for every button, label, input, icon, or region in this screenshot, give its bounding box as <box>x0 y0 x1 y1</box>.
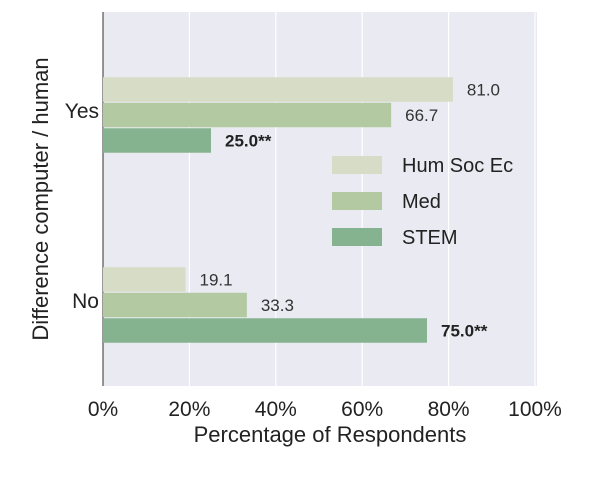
x-tick-label: 80% <box>428 398 470 421</box>
x-tick-label: 60% <box>341 398 383 421</box>
x-axis-title: Percentage of Respondents <box>194 422 467 447</box>
bar <box>103 102 392 128</box>
bar-value-label: 66.7 <box>405 106 438 125</box>
x-tick-label: 20% <box>168 398 210 421</box>
bars <box>103 77 453 343</box>
y-tick-label: No <box>72 290 99 313</box>
legend: Hum Soc Ec Med STEM <box>332 155 513 249</box>
legend-label: Hum Soc Ec <box>402 155 513 177</box>
x-tick-label: 0% <box>88 398 118 421</box>
bar <box>103 128 211 153</box>
bar <box>103 267 186 292</box>
x-tick-label: 40% <box>255 398 297 421</box>
bar-value-label: 81.0 <box>467 81 500 100</box>
bar <box>103 292 247 318</box>
bar-labels: 81.0 19.1 66.7 33.3 25.0** 75.0** <box>200 81 501 341</box>
bar-value-label: 25.0** <box>225 132 272 151</box>
bar-value-label: 19.1 <box>200 271 233 290</box>
x-tick-labels: 0% 20% 40% 60% 80% 100% <box>88 398 562 421</box>
legend-label: STEM <box>402 227 458 249</box>
x-tick-label: 100% <box>508 398 562 421</box>
legend-label: Med <box>402 191 441 213</box>
y-tick-labels: Yes No <box>65 100 99 313</box>
legend-swatch <box>332 156 382 174</box>
y-tick-label: Yes <box>65 100 99 123</box>
y-axis-title: Difference computer / human <box>28 57 53 340</box>
bar-value-label: 75.0** <box>441 322 488 341</box>
bar <box>103 77 453 102</box>
bar-value-label: 33.3 <box>261 296 294 315</box>
legend-swatch <box>332 228 382 246</box>
legend-swatch <box>332 192 382 210</box>
bar <box>103 318 427 343</box>
